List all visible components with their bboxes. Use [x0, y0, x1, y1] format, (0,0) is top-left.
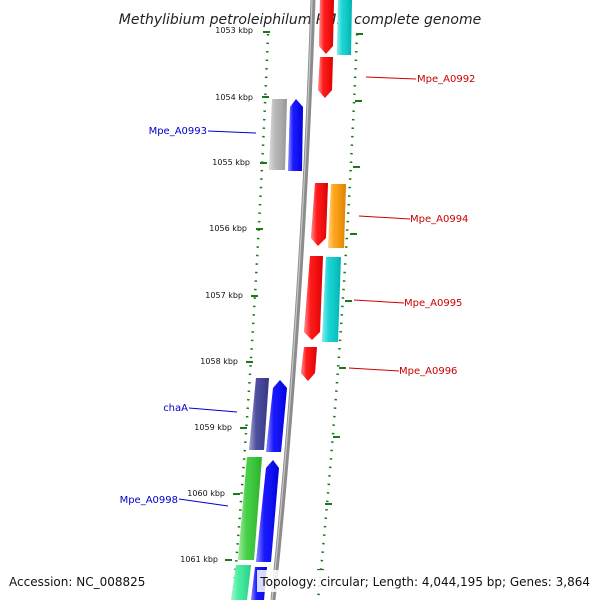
gene-arrow-shade	[256, 460, 279, 562]
tick-labels: 1053 kbp 1054 kbp 1055 kbp 1056 kbp 1057…	[180, 26, 253, 564]
tick-label: 1057 kbp	[205, 291, 243, 300]
accession-label: Accession: NC_008825	[9, 575, 145, 589]
genome-summary: Topology: circular; Length: 4,044,195 bp…	[259, 575, 590, 589]
forward-gene-labels: Mpe_A0993 chaA Mpe_A0998	[120, 126, 257, 507]
backbone-line	[270, 0, 316, 601]
forward-genes	[231, 99, 303, 600]
gene-arrow-shade	[238, 457, 262, 560]
footer-summary-background	[257, 570, 594, 592]
backbone	[270, 0, 316, 601]
gene-label-Mpe_A0993[interactable]: Mpe_A0993	[149, 126, 207, 137]
gene-arrow-shade	[231, 565, 251, 600]
gene-label-Mpe_A0995[interactable]: Mpe_A0995	[404, 298, 462, 309]
gene-label-Mpe_A0992[interactable]: Mpe_A0992	[417, 74, 475, 85]
leader-line	[365, 76, 417, 80]
gene-arrow-shade	[319, 0, 334, 54]
tick-label: 1058 kbp	[200, 357, 238, 366]
inner-ruler-arc	[316, 33, 359, 601]
gene-arrow-shade	[304, 256, 323, 340]
backbone-highlight	[271, 0, 313, 601]
gene-arrow-shade	[288, 99, 303, 171]
leader-line	[178, 498, 229, 507]
gene-arrow-shade	[266, 380, 287, 452]
reverse-genes	[301, 0, 352, 381]
gene-arrow-shade	[269, 99, 287, 170]
gene-arrow-shade	[311, 183, 328, 246]
left-ruler-ticks	[225, 31, 270, 561]
leader-line	[188, 407, 238, 413]
leader-line	[348, 367, 400, 372]
tick-label: 1056 kbp	[209, 224, 247, 233]
gene-arrow-shade	[301, 347, 317, 381]
gene-arrow-shade	[322, 257, 341, 342]
gene-label-Mpe_A0994[interactable]: Mpe_A0994	[410, 214, 468, 225]
gene-label-chaA[interactable]: chaA	[163, 403, 188, 414]
outer-ruler	[231, 33, 270, 601]
map-title: Methylibium petroleiphilum PM1, complete…	[119, 12, 481, 28]
leader-line	[207, 130, 257, 134]
outer-ruler-arc	[231, 33, 270, 601]
footer-accession-background	[4, 570, 150, 592]
gene-arrow-shade	[337, 0, 352, 55]
tick-label: 1054 kbp	[215, 93, 253, 102]
tick-label: 1059 kbp	[194, 423, 232, 432]
leader-line	[358, 215, 411, 220]
tick-label: 1055 kbp	[212, 158, 250, 167]
gene-label-Mpe_A0998[interactable]: Mpe_A0998	[120, 495, 178, 506]
tick-label: 1060 kbp	[187, 489, 225, 498]
tick-label: 1053 kbp	[215, 26, 253, 35]
gene-label-Mpe_A0996[interactable]: Mpe_A0996	[399, 366, 457, 377]
tick-label: 1061 kbp	[180, 555, 218, 564]
gene-arrow-shade	[328, 184, 346, 248]
gene-arrow-shade	[249, 378, 269, 450]
inner-ruler	[316, 33, 359, 601]
reverse-gene-labels: Mpe_A0992 Mpe_A0994 Mpe_A0995 Mpe_A0996	[348, 74, 475, 377]
gene-arrow-shade	[318, 57, 333, 98]
leader-line	[353, 299, 405, 304]
